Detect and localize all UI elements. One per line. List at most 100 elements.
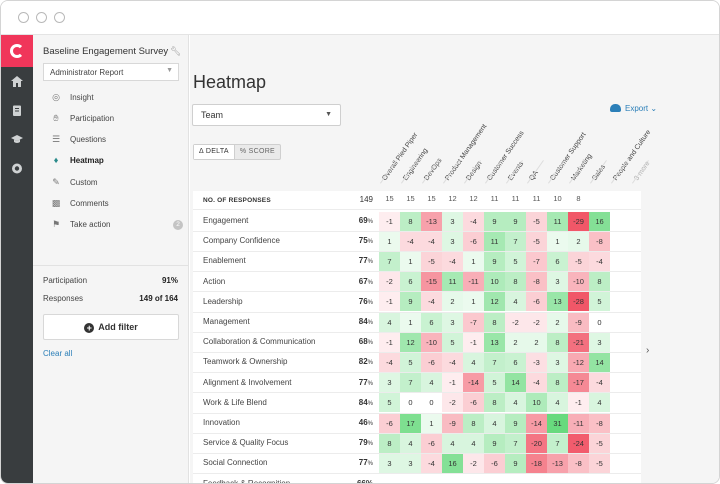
heatmap-cell[interactable]: 3: [400, 453, 421, 473]
heatmap-cell[interactable]: -5: [526, 231, 547, 251]
heatmap-cell[interactable]: -28: [568, 292, 589, 312]
heatmap-cell[interactable]: 5: [484, 373, 505, 393]
heatmap-cell[interactable]: -9: [568, 312, 589, 332]
heatmap-cell[interactable]: 2: [547, 312, 568, 332]
heatmap-cell[interactable]: 16: [442, 453, 463, 473]
heatmap-cell[interactable]: 8: [505, 272, 526, 292]
heatmap-cell[interactable]: -14: [463, 373, 484, 393]
heatmap-cell[interactable]: 10: [526, 393, 547, 413]
heatmap-cell[interactable]: 6: [421, 312, 442, 332]
heatmap-cell[interactable]: 16: [589, 211, 610, 231]
heatmap-cell[interactable]: 5: [505, 251, 526, 271]
heatmap-cell[interactable]: -4: [589, 251, 610, 271]
heatmap-cell[interactable]: -6: [526, 292, 547, 312]
heatmap-cell[interactable]: 1: [379, 231, 400, 251]
heatmap-cell[interactable]: -2: [526, 312, 547, 332]
heatmap-cell[interactable]: 14: [505, 373, 526, 393]
heatmap-cell[interactable]: 14: [589, 352, 610, 372]
heatmap-cell[interactable]: 0: [408, 398, 413, 408]
table-row-label[interactable]: Enablement: [203, 256, 246, 266]
heatmap-cell[interactable]: 1: [400, 312, 421, 332]
heatmap-cell[interactable]: 13: [547, 292, 568, 312]
heatmap-cell[interactable]: -6: [484, 453, 505, 473]
window-minimize-dot[interactable]: [36, 12, 47, 23]
export-button[interactable]: Export ⌄: [610, 104, 657, 113]
heatmap-cell[interactable]: 0: [429, 398, 434, 408]
heatmap-cell[interactable]: -4: [400, 231, 421, 251]
heatmap-cell[interactable]: 5: [400, 352, 421, 372]
heatmap-cell[interactable]: 12: [400, 332, 421, 352]
table-row-label[interactable]: Company Confidence: [203, 236, 280, 246]
window-close-dot[interactable]: [18, 12, 29, 23]
heatmap-cell[interactable]: 8: [547, 332, 568, 352]
heatmap-cell[interactable]: -5: [568, 251, 589, 271]
heatmap-cell[interactable]: 4: [379, 312, 400, 332]
team-select[interactable]: Team ▼: [192, 104, 341, 126]
heatmap-cell[interactable]: 4: [589, 393, 610, 413]
heatmap-cell[interactable]: 1: [463, 292, 484, 312]
heatmap-cell[interactable]: 3: [379, 453, 400, 473]
heatmap-cell[interactable]: -6: [463, 231, 484, 251]
heatmap-cell[interactable]: 4: [463, 433, 484, 453]
heatmap-cell[interactable]: 8: [589, 272, 610, 292]
heatmap-cell[interactable]: -4: [589, 373, 610, 393]
heatmap-cell[interactable]: 8: [463, 413, 484, 433]
heatmap-cell[interactable]: 4: [484, 413, 505, 433]
heatmap-cell[interactable]: 7: [400, 373, 421, 393]
heatmap-cell[interactable]: -2: [442, 393, 463, 413]
heatmap-cell[interactable]: -15: [421, 272, 442, 292]
heatmap-cell[interactable]: -8: [568, 453, 589, 473]
heatmap-cell[interactable]: 8: [484, 393, 505, 413]
heatmap-cell[interactable]: 7: [505, 231, 526, 251]
heatmap-cell[interactable]: 1: [421, 413, 442, 433]
heatmap-cell[interactable]: 9: [505, 211, 526, 231]
heatmap-cell[interactable]: -4: [526, 373, 547, 393]
heatmap-cell[interactable]: 3: [547, 272, 568, 292]
heatmap-cell[interactable]: 8: [484, 312, 505, 332]
app-logo-icon[interactable]: [1, 35, 33, 67]
heatmap-cell[interactable]: -4: [442, 251, 463, 271]
heatmap-cell[interactable]: -1: [379, 211, 400, 231]
table-row-label[interactable]: Leadership: [203, 296, 243, 306]
home-icon[interactable]: [11, 76, 23, 87]
heatmap-cell[interactable]: 8: [400, 211, 421, 231]
table-row-label[interactable]: Innovation: [203, 418, 240, 427]
heatmap-cell[interactable]: 7: [505, 433, 526, 453]
heatmap-cell[interactable]: -4: [442, 352, 463, 372]
heatmap-cell[interactable]: -4: [421, 231, 442, 251]
heatmap-cell[interactable]: 9: [484, 251, 505, 271]
clear-all-link[interactable]: Clear all: [43, 349, 73, 358]
nav-item-participation[interactable]: ✋︎ Participation: [51, 112, 183, 128]
table-row-label[interactable]: Teamwork & Ownership: [203, 357, 288, 367]
heatmap-cell[interactable]: -13: [421, 211, 442, 231]
heatmap-cell[interactable]: -11: [568, 413, 589, 433]
nav-item-custom[interactable]: ✎ Custom: [51, 176, 183, 192]
heatmap-cell[interactable]: -14: [526, 413, 547, 433]
heatmap-cell[interactable]: 9: [484, 211, 505, 231]
heatmap-cell[interactable]: 9: [505, 453, 526, 473]
heatmap-cell[interactable]: -20: [526, 433, 547, 453]
heatmap-cell[interactable]: -1: [442, 373, 463, 393]
heatmap-cell[interactable]: -21: [568, 332, 589, 352]
table-row-label[interactable]: Management: [203, 317, 250, 326]
heatmap-cell[interactable]: 0: [597, 317, 602, 327]
heatmap-cell[interactable]: 4: [463, 352, 484, 372]
heatmap-cell[interactable]: -12: [568, 352, 589, 372]
heatmap-cell[interactable]: 8: [379, 433, 400, 453]
heatmap-cell[interactable]: -5: [526, 211, 547, 231]
heatmap-cell[interactable]: 3: [547, 352, 568, 372]
heatmap-cell[interactable]: 8: [547, 373, 568, 393]
heatmap-cell[interactable]: 3: [442, 211, 463, 231]
heatmap-cell[interactable]: -2: [379, 272, 400, 292]
heatmap-cell[interactable]: -5: [589, 433, 610, 453]
heatmap-cell[interactable]: 4: [505, 292, 526, 312]
wrench-icon[interactable]: 🔧︎: [170, 46, 182, 56]
heatmap-cell[interactable]: -29: [568, 211, 589, 231]
heatmap-cell[interactable]: 7: [547, 433, 568, 453]
heatmap-cell[interactable]: 3: [442, 231, 463, 251]
heatmap-cell[interactable]: 6: [505, 352, 526, 372]
heatmap-cell[interactable]: 1: [400, 251, 421, 271]
heatmap-cell[interactable]: 11: [442, 272, 463, 292]
delta-toggle-button[interactable]: Δ DELTA: [194, 145, 235, 159]
heatmap-cell[interactable]: 2: [568, 231, 589, 251]
